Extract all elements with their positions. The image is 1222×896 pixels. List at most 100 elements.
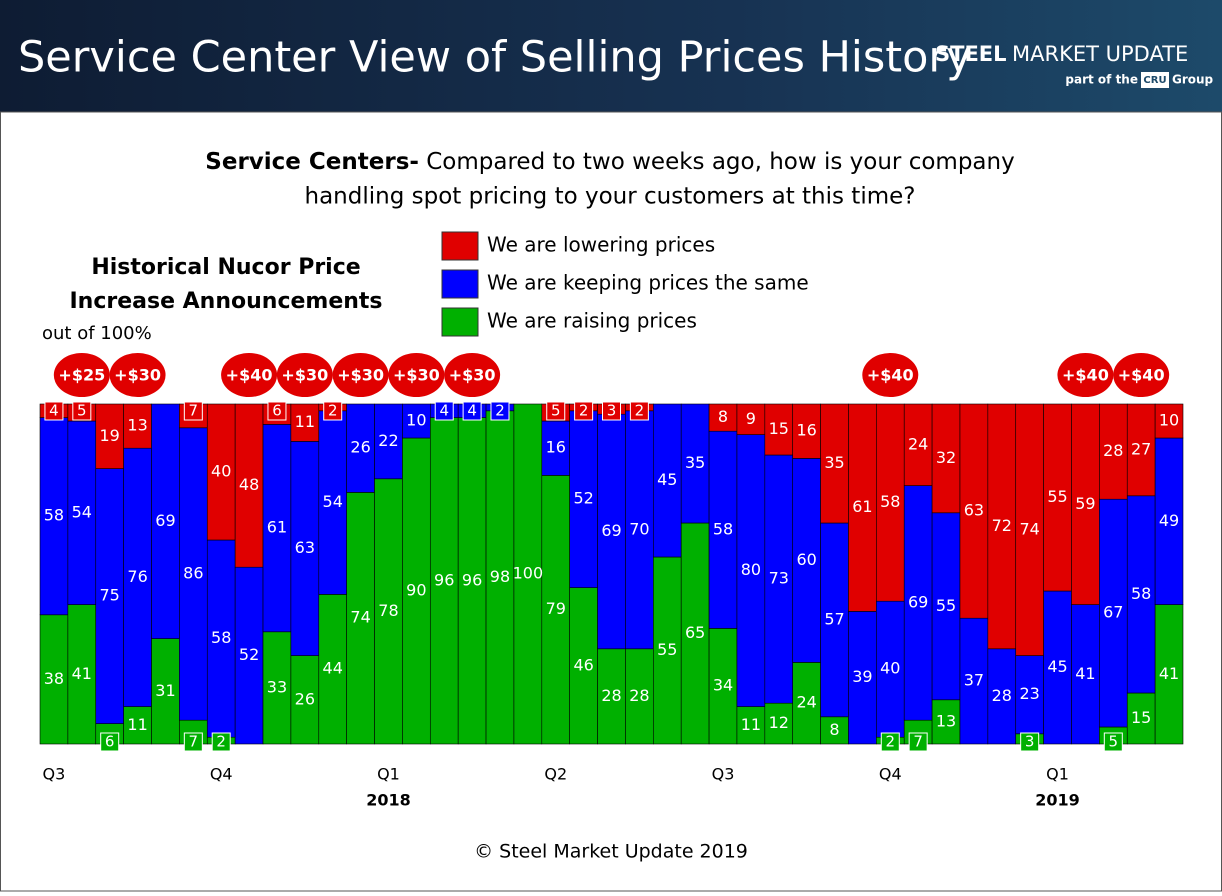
value-label: 86 xyxy=(183,564,203,583)
value-label: 37 xyxy=(964,671,984,690)
value-label: 15 xyxy=(769,419,789,438)
bar-segment xyxy=(736,434,766,707)
bar-segment xyxy=(569,587,598,745)
bar-segment xyxy=(39,614,69,745)
value-label: 2 xyxy=(579,402,589,420)
value-label: 11 xyxy=(127,715,147,734)
legend-label: We are lowering prices xyxy=(487,233,715,257)
value-label: 5 xyxy=(77,402,87,420)
x-tick-label: Q3 xyxy=(712,765,735,784)
announcement-oval xyxy=(444,353,501,397)
bar-segment xyxy=(67,420,97,605)
header-band xyxy=(0,0,1222,112)
bar-segment xyxy=(262,424,292,633)
value-label: 55 xyxy=(657,640,677,659)
legend-swatch xyxy=(441,307,479,337)
bar-segment xyxy=(987,648,1017,745)
announcement-oval xyxy=(221,353,278,397)
legend-label: We are raising prices xyxy=(487,309,697,333)
value-label: 55 xyxy=(1047,487,1067,506)
value-label: 10 xyxy=(1159,411,1179,430)
bar-segment xyxy=(764,403,794,456)
value-label: 74 xyxy=(1019,519,1039,538)
bar-segment xyxy=(151,403,180,639)
label-box xyxy=(602,401,621,421)
value-label: 63 xyxy=(295,538,315,557)
value-label: 35 xyxy=(685,453,705,472)
logo-tagline: part of the xyxy=(1065,73,1138,87)
label-box xyxy=(44,401,64,421)
legend-swatch xyxy=(441,231,479,261)
subtitle-lead: Service Centers- xyxy=(205,149,419,175)
value-label: 40 xyxy=(211,462,231,481)
bar-segment xyxy=(1126,692,1156,745)
announcement-oval xyxy=(862,353,919,397)
bar-segment xyxy=(959,617,989,745)
subtitle-text: Compared to two weeks ago, how is your c… xyxy=(426,149,1014,175)
bar-segment xyxy=(903,403,933,486)
value-label: 27 xyxy=(1131,439,1151,458)
value-label: 16 xyxy=(546,438,566,457)
value-label: 7 xyxy=(189,733,199,751)
value-label: 60 xyxy=(796,550,816,569)
logo-cru: CRU xyxy=(1143,75,1166,86)
side-title: Increase Announcements xyxy=(69,289,382,314)
bar-segment xyxy=(708,403,738,432)
value-label: 63 xyxy=(964,501,984,520)
bar-segment xyxy=(318,594,347,745)
bar-segment xyxy=(736,706,766,745)
bar-segment xyxy=(1154,437,1184,605)
announcement-label: +$30 xyxy=(281,366,328,385)
bar-segment xyxy=(1154,403,1184,439)
value-label: 61 xyxy=(267,518,287,537)
announcement-oval xyxy=(276,353,333,397)
value-label: 45 xyxy=(1047,657,1067,676)
value-label: 52 xyxy=(573,489,593,508)
bar-segment xyxy=(680,522,710,745)
value-label: 75 xyxy=(100,586,120,605)
value-label: 58 xyxy=(1131,584,1151,603)
label-box xyxy=(183,401,203,421)
value-label: 23 xyxy=(1019,684,1039,703)
bar-segment xyxy=(959,403,989,619)
bar-segment xyxy=(262,631,292,745)
value-label: 26 xyxy=(350,438,370,457)
value-label: 98 xyxy=(490,567,510,586)
bar-segment xyxy=(680,403,710,524)
value-label: 11 xyxy=(295,412,315,431)
value-label: 6 xyxy=(105,733,115,751)
value-label: 96 xyxy=(462,570,482,589)
value-label: 4 xyxy=(49,402,59,420)
bar-segment xyxy=(234,566,264,745)
bar-segment xyxy=(1154,604,1184,745)
value-label: 58 xyxy=(880,492,900,511)
bar-segment xyxy=(206,539,236,738)
value-label: 26 xyxy=(295,689,315,708)
value-label: 12 xyxy=(769,713,789,732)
bar-segment xyxy=(764,702,794,745)
value-label: 72 xyxy=(992,516,1012,535)
bar-segment xyxy=(402,403,431,439)
label-box xyxy=(323,401,343,421)
bar-segment xyxy=(597,413,626,650)
legend-label: We are keeping prices the same xyxy=(487,271,809,295)
announcement-label: +$40 xyxy=(226,366,273,385)
announcement-oval xyxy=(388,353,445,397)
value-label: 38 xyxy=(44,669,64,688)
value-label: 55 xyxy=(936,596,956,615)
announcement-oval xyxy=(53,353,110,397)
bar-segment xyxy=(95,403,124,469)
value-label: 54 xyxy=(72,502,92,521)
value-label: 9 xyxy=(746,409,756,428)
value-label: 34 xyxy=(713,676,733,695)
value-label: 90 xyxy=(406,581,426,600)
announcement-oval xyxy=(1057,353,1114,397)
value-label: 13 xyxy=(127,416,147,435)
bar-segment xyxy=(1099,403,1128,500)
legend-swatch xyxy=(441,269,479,299)
value-label: 16 xyxy=(796,421,816,440)
value-label: 6 xyxy=(272,402,282,420)
value-label: 10 xyxy=(406,411,426,430)
bar-segment xyxy=(1043,590,1072,745)
bar-segment xyxy=(931,512,961,701)
